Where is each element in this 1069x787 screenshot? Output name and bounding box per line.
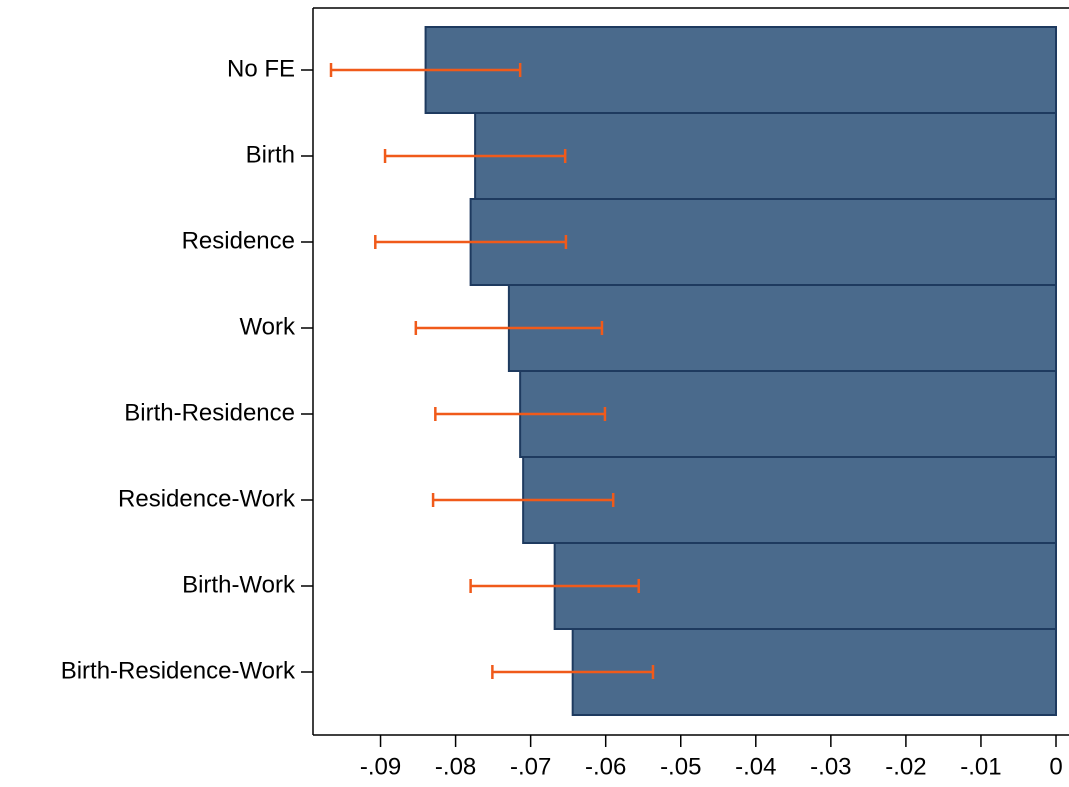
y-tick-label: Residence-Work bbox=[118, 485, 296, 512]
bar bbox=[474, 112, 1058, 200]
error-bar bbox=[431, 493, 615, 507]
y-tick-label: Birth-Work bbox=[182, 571, 296, 598]
x-tick-label: 0 bbox=[1049, 753, 1062, 780]
y-tick-label: Birth bbox=[246, 141, 295, 168]
error-bar bbox=[469, 579, 640, 593]
error-bar bbox=[374, 235, 568, 249]
bar bbox=[519, 370, 1057, 458]
y-tick-label: Birth-Residence-Work bbox=[61, 657, 296, 684]
y-tick-label: Residence bbox=[182, 227, 295, 254]
x-tick-label: -.07 bbox=[510, 753, 551, 780]
x-tick-label: -.09 bbox=[360, 753, 401, 780]
y-tick-label: Work bbox=[239, 313, 296, 340]
x-tick-label: -.01 bbox=[960, 753, 1001, 780]
y-tick-label: Birth-Residence bbox=[124, 399, 295, 426]
error-bar bbox=[434, 407, 607, 421]
y-tick-label: No FE bbox=[227, 55, 295, 82]
x-tick-label: -.04 bbox=[735, 753, 776, 780]
x-tick-label: -.05 bbox=[660, 753, 701, 780]
error-bar bbox=[329, 63, 522, 77]
x-tick-label: -.06 bbox=[585, 753, 626, 780]
error-bar bbox=[383, 149, 567, 163]
error-bar bbox=[414, 321, 604, 335]
error-bar bbox=[491, 665, 655, 679]
x-tick-label: -.08 bbox=[435, 753, 476, 780]
x-tick-label: -.03 bbox=[810, 753, 851, 780]
x-tick-label: -.02 bbox=[885, 753, 926, 780]
